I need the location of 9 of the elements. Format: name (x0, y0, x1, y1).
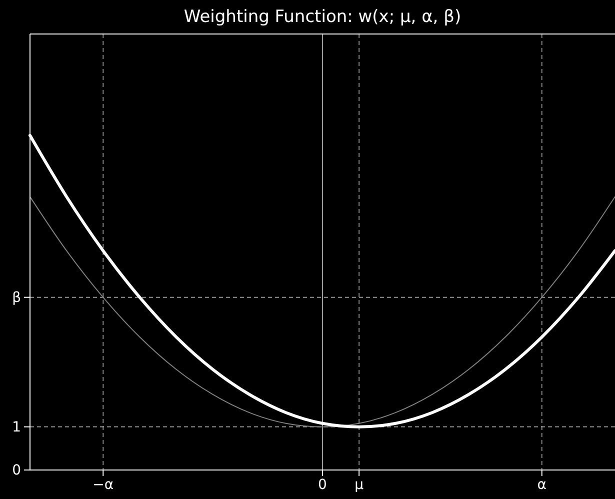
x-tick-label: μ (354, 476, 364, 493)
y-tick-label: 0 (12, 462, 21, 478)
x-tick-label: −α (92, 476, 114, 493)
line-series (30, 196, 615, 428)
y-tick-label: 1 (12, 419, 21, 436)
x-tick-label: α (537, 476, 546, 493)
x-tick-label: 0 (318, 476, 327, 493)
y-tick-label: β (12, 290, 21, 306)
chart-title: Weighting Function: w(x; μ, α, β) (184, 7, 462, 27)
